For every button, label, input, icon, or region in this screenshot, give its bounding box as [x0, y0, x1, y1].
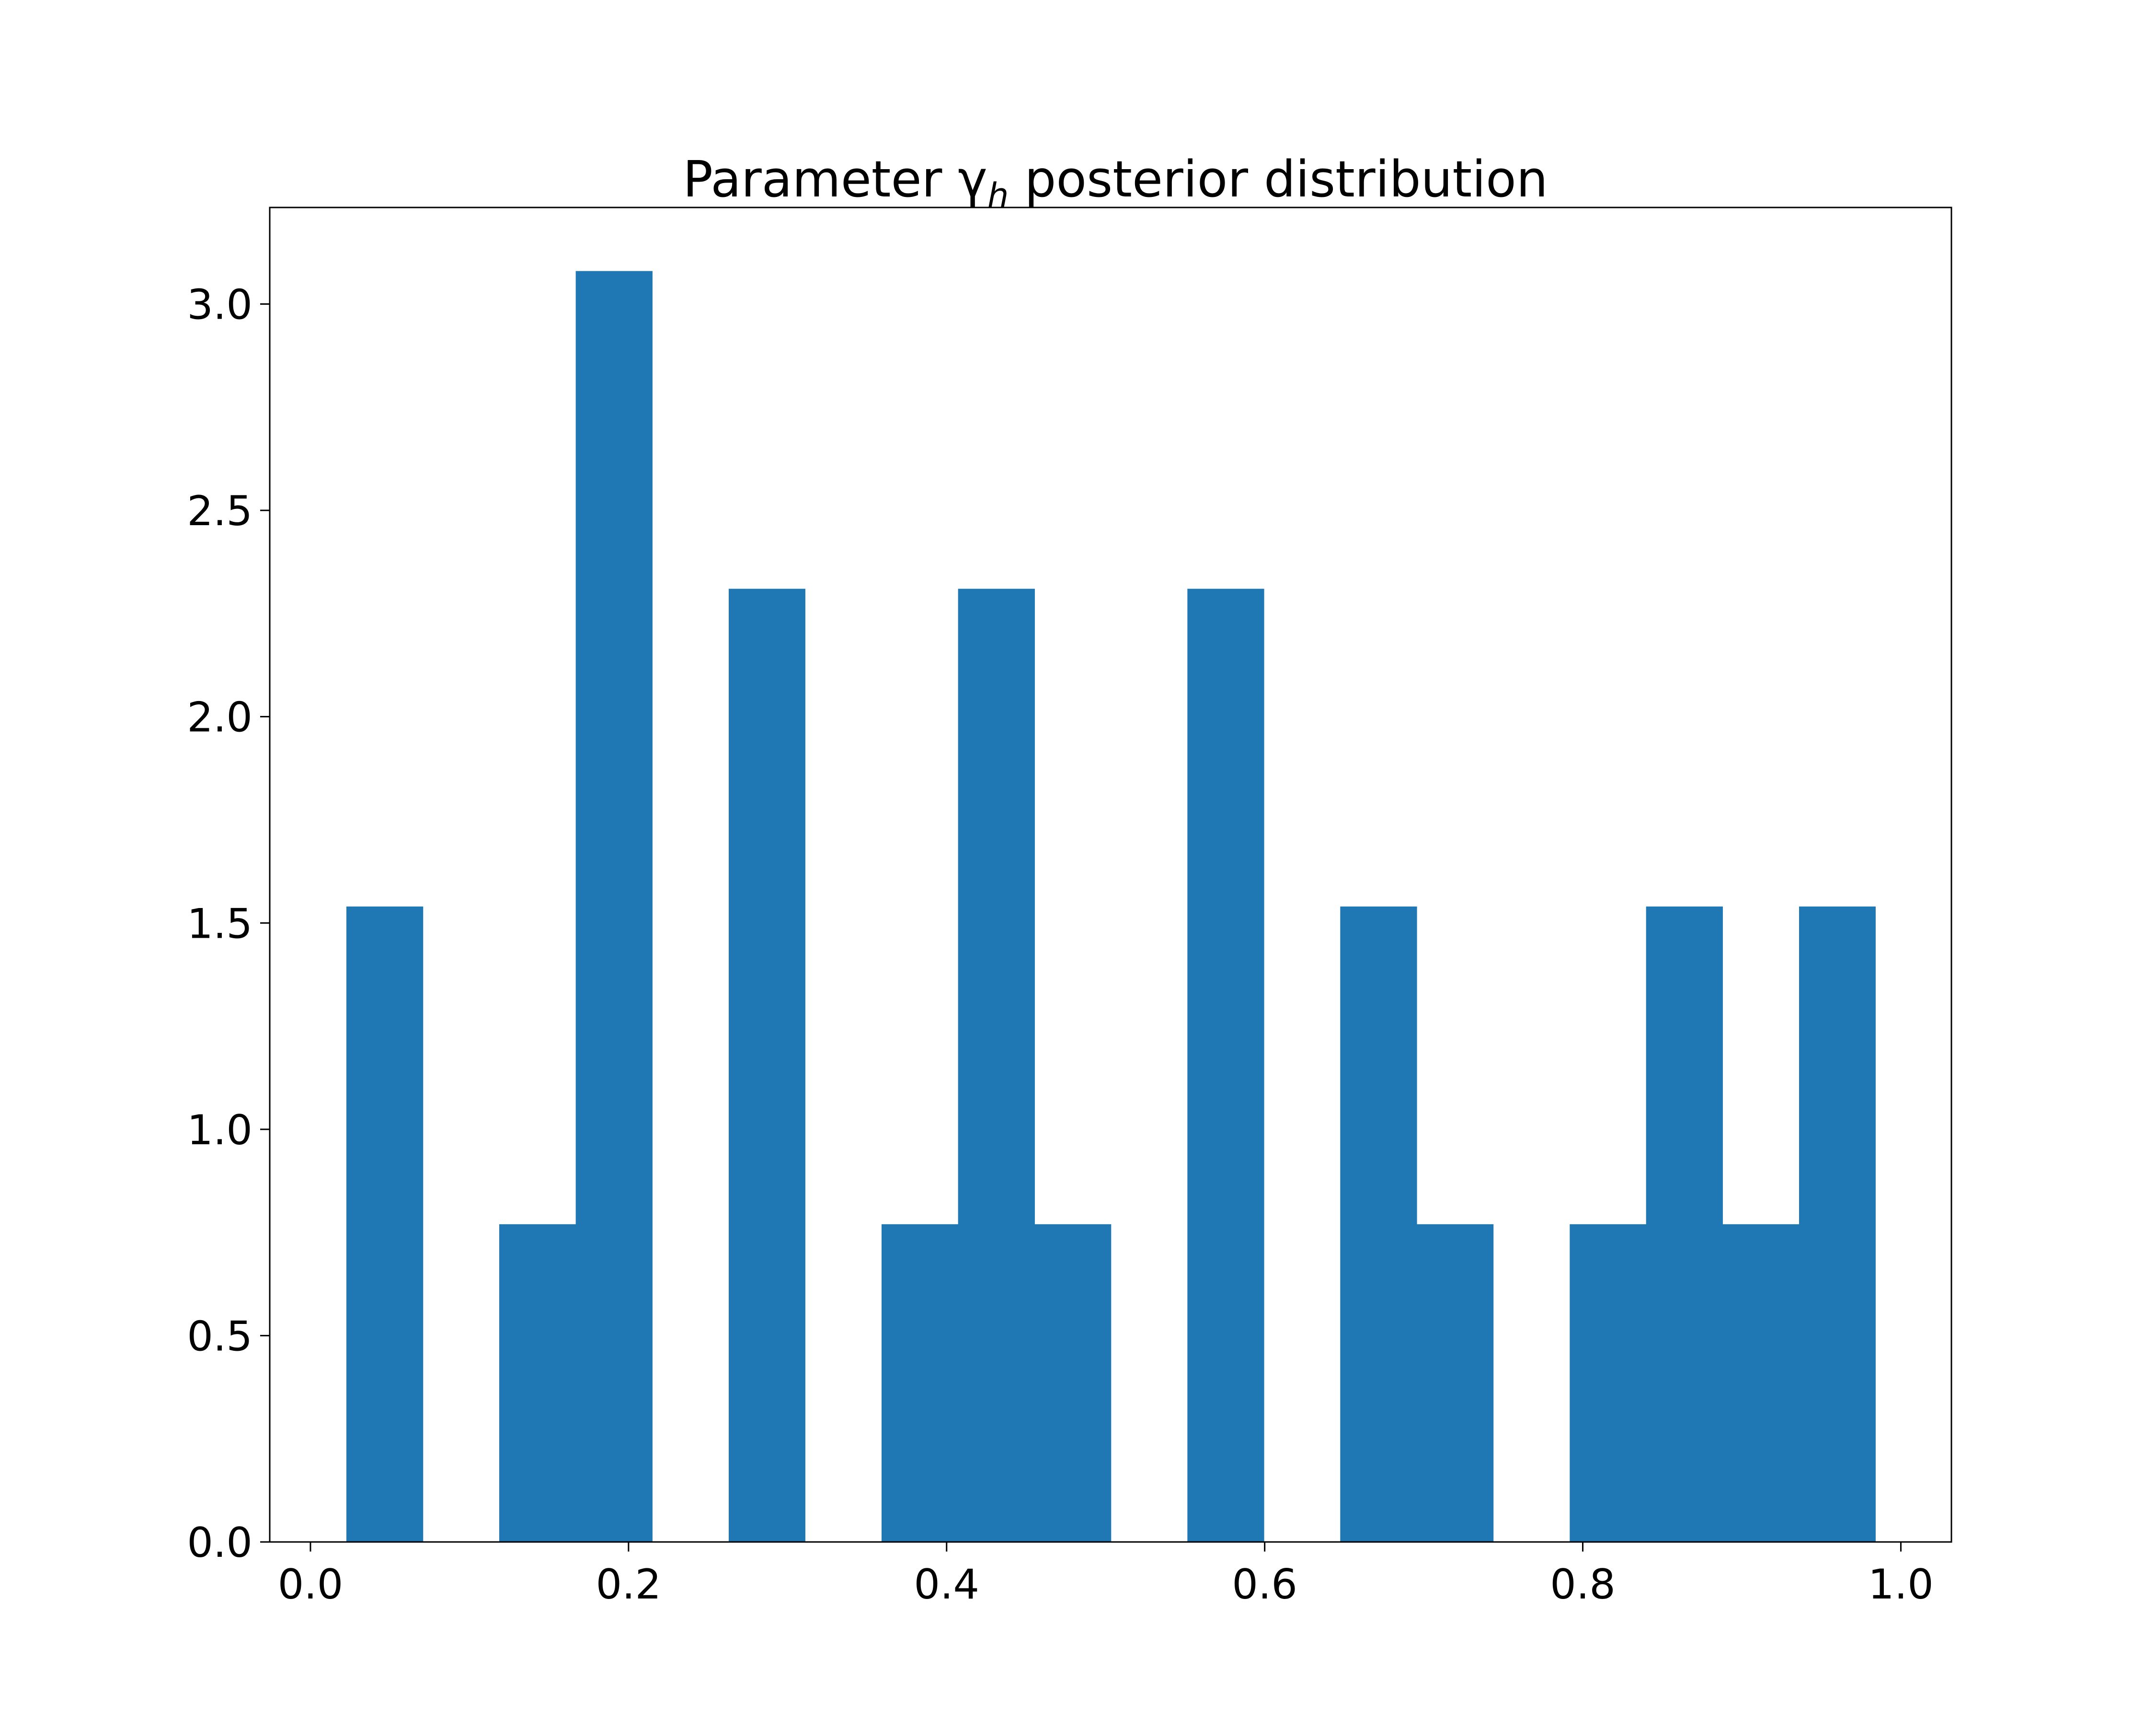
- histogram-bar-8: [881, 1224, 959, 1542]
- y-tick-label-1: 0.0: [187, 1519, 252, 1567]
- x-tick-label-2: 0.2: [596, 1561, 661, 1609]
- histogram-bar-14: [1340, 906, 1417, 1542]
- plot-frame: [269, 207, 1952, 1543]
- chart-title-subscript: h: [987, 176, 1009, 215]
- histogram-bar-3: [499, 1224, 576, 1542]
- x-tick-label-5: 0.8: [1550, 1561, 1616, 1609]
- y-axis: 0.0 0.5 1.0 1.5 2.0 2.5 3.0: [187, 281, 270, 1567]
- histogram-bar-9: [958, 588, 1035, 1542]
- histogram-bar-10: [1034, 1224, 1112, 1542]
- histogram-bar-6: [728, 588, 805, 1542]
- histogram-bar-4: [575, 271, 653, 1542]
- y-tick-label-5: 2.0: [187, 694, 252, 742]
- x-tick-label-1: 0.0: [278, 1561, 344, 1609]
- histogram-bar-19: [1722, 1224, 1800, 1542]
- y-tick-label-6: 2.5: [187, 487, 252, 535]
- chart-title-prefix: Parameter γ: [683, 150, 987, 208]
- histogram-bar-1: [346, 906, 424, 1542]
- x-axis: 0.0 0.2 0.4 0.6 0.8 1.0: [278, 1542, 1934, 1609]
- bars-group: [346, 271, 1876, 1542]
- histogram-bar-15: [1416, 1224, 1494, 1542]
- histogram-bar-20: [1799, 906, 1876, 1542]
- chart-title: Parameter γh posterior distribution: [683, 150, 1548, 215]
- histogram-bar-17: [1570, 1224, 1647, 1542]
- x-tick-label-6: 1.0: [1868, 1561, 1934, 1609]
- x-tick-label-3: 0.4: [914, 1561, 979, 1609]
- histogram-bar-18: [1646, 906, 1723, 1542]
- chart-title-suffix: posterior distribution: [1009, 150, 1548, 208]
- x-tick-label-4: 0.6: [1232, 1561, 1297, 1609]
- histogram-bar-12: [1187, 588, 1264, 1542]
- y-tick-label-2: 0.5: [187, 1312, 252, 1360]
- y-tick-label-4: 1.5: [187, 900, 252, 948]
- y-tick-label-7: 3.0: [187, 281, 252, 329]
- y-tick-label-3: 1.0: [187, 1106, 252, 1154]
